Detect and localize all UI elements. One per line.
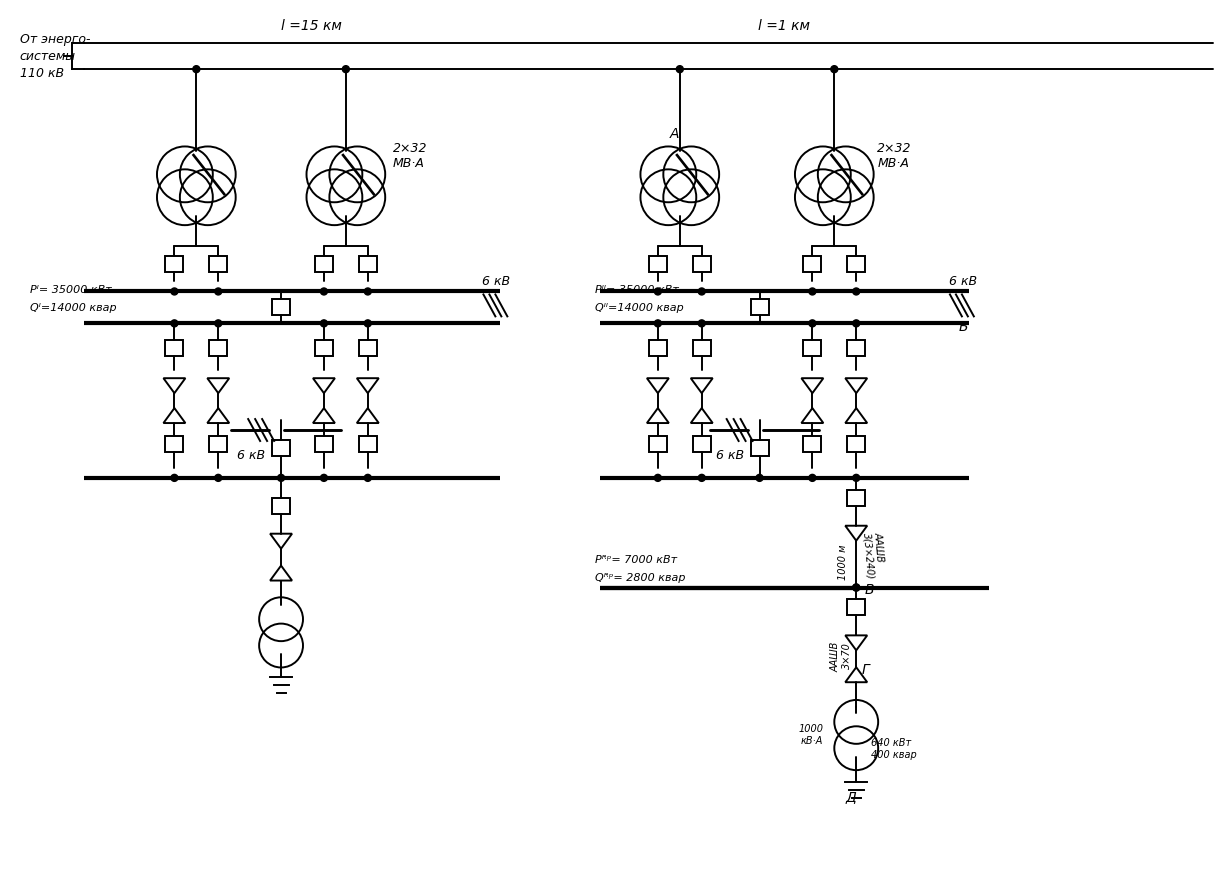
Text: 2×32
МВ·А: 2×32 МВ·А [877,142,912,170]
Circle shape [214,475,222,482]
Text: 6 кВ: 6 кВ [483,275,510,288]
Bar [165,340,184,357]
Circle shape [365,475,371,482]
Circle shape [809,288,816,295]
Circle shape [277,475,285,482]
Circle shape [699,320,705,327]
Bar [315,256,333,272]
Circle shape [809,320,816,327]
Circle shape [756,475,763,482]
Text: Pᴿᵖ= 7000 кВт: Pᴿᵖ= 7000 кВт [595,555,678,565]
Bar [209,256,227,272]
Bar [692,436,711,452]
Bar [209,436,227,452]
Bar [848,256,865,272]
Text: 1000
кВ·А: 1000 кВ·А [798,724,824,745]
Bar [750,300,769,315]
Bar [272,300,290,315]
Bar [649,436,667,452]
Circle shape [342,66,350,73]
Circle shape [171,288,177,295]
Text: Qᴵᴵ=14000 квар: Qᴵᴵ=14000 квар [595,303,684,314]
Text: 6 кВ: 6 кВ [717,449,744,463]
Bar [803,340,822,357]
Circle shape [853,584,860,591]
Bar [359,436,377,452]
Circle shape [853,584,860,591]
Circle shape [654,320,662,327]
Bar [848,436,865,452]
Bar [848,340,865,357]
Text: l =15 км: l =15 км [281,19,341,33]
Circle shape [320,288,328,295]
Text: Pᴵᴵ= 35000 кВт: Pᴵᴵ= 35000 кВт [595,286,679,295]
Circle shape [214,288,222,295]
Bar [359,256,377,272]
Text: Pᴵ= 35000 кВт: Pᴵ= 35000 кВт [30,286,112,295]
Bar [272,498,290,513]
Circle shape [320,475,328,482]
Circle shape [830,66,838,73]
Text: l =1 км: l =1 км [759,19,811,33]
Bar [750,440,769,456]
Circle shape [654,475,662,482]
Text: ААШВ
3(3×240): ААШВ 3(3×240) [861,532,887,580]
Bar [649,340,667,357]
Text: ААШВ
3×70: ААШВ 3×70 [830,642,853,673]
Circle shape [193,66,200,73]
Text: 1000 м: 1000 м [838,545,849,581]
Text: От энерго-
системы
110 кВ: От энерго- системы 110 кВ [20,32,90,80]
Bar [692,256,711,272]
Circle shape [853,475,860,482]
Circle shape [853,320,860,327]
Circle shape [365,320,371,327]
Bar [315,340,333,357]
Bar [848,599,865,616]
Bar [272,440,290,456]
Circle shape [676,66,684,73]
Text: Qᴵ=14000 квар: Qᴵ=14000 квар [30,303,117,314]
Bar [848,490,865,505]
Bar [803,256,822,272]
Circle shape [365,288,371,295]
Bar [359,340,377,357]
Bar [209,340,227,357]
Text: Б: Б [958,321,968,335]
Text: 2×32
МВ·А: 2×32 МВ·А [393,142,428,170]
Text: 640 кВт
400 квар: 640 кВт 400 квар [871,738,917,759]
Bar [315,436,333,452]
Circle shape [171,320,177,327]
Circle shape [654,288,662,295]
Text: В: В [864,583,873,597]
Circle shape [699,475,705,482]
Text: Qᴿᵖ= 2800 квар: Qᴿᵖ= 2800 квар [595,573,685,583]
Bar [803,436,822,452]
Circle shape [214,320,222,327]
Text: А: А [670,127,680,141]
Bar [692,340,711,357]
Circle shape [853,288,860,295]
Circle shape [809,475,816,482]
Text: 6 кВ: 6 кВ [237,449,265,463]
Circle shape [320,320,328,327]
Text: 6 кВ: 6 кВ [949,275,977,288]
Circle shape [171,475,177,482]
Text: Г: Г [861,663,869,677]
Bar [165,256,184,272]
Bar [649,256,667,272]
Bar [165,436,184,452]
Circle shape [699,288,705,295]
Text: Д: Д [846,790,856,804]
